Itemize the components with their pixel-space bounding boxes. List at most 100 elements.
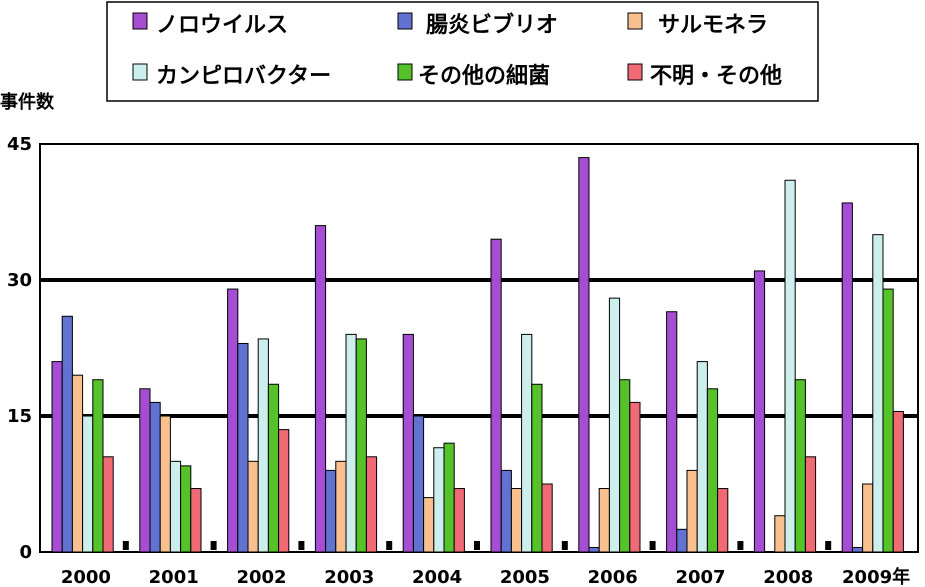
bar — [402, 333, 414, 553]
bar — [180, 465, 192, 553]
legend-swatch-4 — [397, 63, 413, 81]
legend-item-0: ノロウイルス — [132, 12, 288, 38]
legend-label-5: 不明・その他 — [650, 64, 782, 89]
x-tick-label: 2001 — [149, 567, 199, 587]
legend-item-1: 腸炎ビブリオ — [397, 12, 558, 38]
group-separator-mark — [825, 541, 832, 550]
y-tick-label: 15 — [7, 406, 32, 427]
group-separator-mark — [386, 541, 393, 550]
legend-label-0: ノロウイルス — [156, 13, 288, 38]
x-tick-label: 2003 — [324, 567, 374, 587]
bar — [882, 288, 894, 553]
bar — [453, 488, 465, 553]
y-tick-label: 30 — [7, 270, 32, 291]
bar — [227, 288, 239, 553]
legend-item-5: 不明・その他 — [627, 63, 782, 89]
y-ticks: 0 15 30 45 — [7, 134, 32, 563]
group-separator-mark — [298, 541, 305, 550]
x-tick-label: 2005 — [500, 567, 550, 587]
x-tick-label: 2004 — [412, 567, 462, 587]
bar — [706, 388, 719, 553]
bar — [443, 442, 455, 553]
bar — [102, 456, 114, 553]
bar — [355, 338, 367, 553]
bar — [696, 361, 708, 553]
bar — [541, 483, 553, 553]
plot-area — [39, 143, 919, 553]
bar — [578, 157, 590, 553]
bar — [666, 311, 678, 553]
bar — [139, 388, 151, 553]
legend-label-3: カンピロバクター — [156, 64, 331, 89]
bar — [345, 333, 357, 553]
x-tick-label: 2006 — [588, 567, 638, 587]
x-tick-label: 2000 — [61, 567, 111, 587]
bar — [521, 333, 533, 553]
bar — [841, 202, 853, 553]
group-separator-mark — [737, 541, 744, 550]
bar — [237, 342, 249, 553]
group-separator-mark — [649, 541, 656, 550]
bar — [862, 483, 874, 553]
y-tick-label: 0 — [19, 542, 32, 563]
legend-swatch-5 — [627, 63, 643, 81]
bar — [247, 460, 259, 553]
bar — [774, 515, 786, 553]
bar — [51, 361, 63, 553]
group-separator-mark — [210, 541, 217, 550]
bar — [335, 460, 347, 553]
bar — [598, 488, 610, 553]
bar — [629, 401, 641, 553]
bar — [365, 456, 378, 553]
bar — [686, 469, 698, 553]
bar — [169, 460, 182, 553]
bar — [325, 469, 337, 553]
x-tick-label: 2008 — [763, 567, 813, 587]
bar — [278, 429, 290, 553]
bar — [794, 379, 806, 553]
legend-label-1: 腸炎ビブリオ — [426, 12, 558, 38]
bar — [257, 338, 269, 553]
bar — [267, 383, 280, 553]
bar — [619, 379, 631, 553]
bar — [423, 497, 435, 553]
bar — [433, 447, 445, 553]
bar — [608, 297, 621, 553]
y-axis-label: 事件数 — [0, 91, 55, 113]
bar — [82, 415, 94, 553]
bar — [314, 225, 327, 553]
bar — [149, 401, 161, 553]
legend-swatch-3 — [132, 63, 148, 81]
bar — [717, 488, 729, 553]
legend-swatch-1 — [397, 12, 413, 30]
bar — [412, 415, 425, 553]
bar — [531, 383, 543, 553]
bar — [92, 379, 104, 553]
legend-label-4: その他の細菌 — [418, 63, 550, 89]
bar — [510, 488, 523, 553]
x-tick-label: 2002 — [236, 567, 286, 587]
bar — [500, 469, 512, 553]
gridlines — [40, 278, 918, 418]
legend-swatch-0 — [132, 12, 148, 30]
x-tick-label: 2007 — [675, 567, 725, 587]
bar — [753, 270, 766, 553]
legend-item-3: カンピロバクター — [132, 63, 331, 89]
bar — [190, 488, 202, 553]
group-separator-mark — [122, 541, 129, 550]
bar — [892, 410, 904, 553]
group-separator-mark — [561, 541, 568, 550]
y-tick-label: 45 — [7, 134, 32, 155]
legend-swatch-2 — [627, 12, 643, 30]
bar — [804, 456, 817, 553]
bar — [490, 238, 502, 553]
x-tick-label: 2009年 — [842, 566, 910, 587]
bars — [51, 157, 904, 553]
x-ticks: 2000 2001 2002 2003 2004 2005 2006 2007 2008 2009… — [61, 541, 910, 587]
legend-frame — [106, 1, 819, 102]
legend-item-4: その他の細菌 — [397, 63, 550, 89]
bar — [872, 234, 884, 553]
bar — [784, 179, 796, 553]
legend-label-2: サルモネラ — [658, 13, 768, 38]
